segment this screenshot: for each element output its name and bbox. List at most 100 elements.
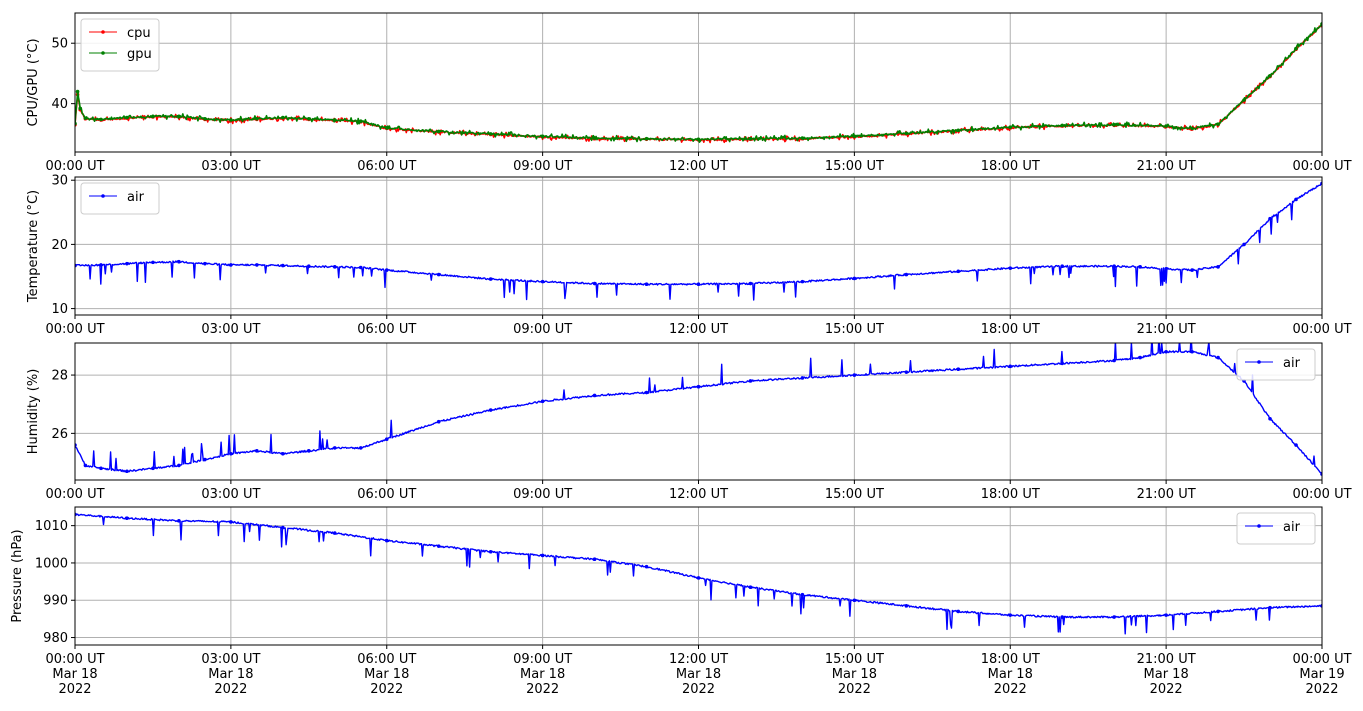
x-tick-label: 00:00 UT	[45, 322, 104, 337]
data-point-air	[281, 451, 285, 456]
data-point-air	[852, 276, 857, 281]
panel-cpu-gpu: 00:00 UT 03:00 UT 06:00 UT 09:00 UT 12:00 UT…	[26, 12, 1352, 174]
data-point-air	[1112, 358, 1116, 363]
x-tick-label: 06:00 UT	[357, 652, 416, 667]
x-tick-year: 2022	[214, 682, 247, 697]
data-point-air	[488, 408, 493, 412]
data-point-gpu	[1242, 98, 1246, 102]
data-point-air	[956, 269, 961, 274]
data-point-air	[1138, 355, 1142, 360]
x-tick-label: 06:00 UT	[357, 487, 416, 502]
data-point-gpu	[1112, 123, 1116, 127]
data-point-air	[1008, 613, 1013, 617]
x-tick-date: Mar 18	[52, 667, 97, 682]
x-tick-label: 15:00 UT	[825, 322, 884, 337]
legend-label-air: air	[127, 190, 145, 205]
data-point-air	[852, 598, 857, 603]
legend-marker-gpu	[101, 51, 105, 55]
axes-frame	[74, 12, 1323, 153]
data-point-air	[904, 604, 909, 608]
x-tick-year: 2022	[838, 682, 871, 697]
x-tick-label: 21:00 UT	[1137, 322, 1196, 337]
data-point-gpu	[956, 128, 961, 133]
data-point-air	[956, 609, 961, 614]
data-point-gpu	[83, 116, 88, 120]
data-point-air	[255, 263, 259, 267]
data-point-gpu	[1294, 46, 1298, 51]
data-point-air	[203, 457, 207, 462]
data-point-air	[1164, 266, 1168, 271]
data-point-air	[436, 544, 441, 548]
x-tick-year: 2022	[682, 682, 715, 697]
data-point-air	[1060, 264, 1065, 269]
data-point-gpu	[1216, 122, 1220, 126]
data-point-air	[125, 516, 129, 520]
data-point-gpu	[384, 126, 389, 130]
x-tick-label: 18:00 UT	[981, 652, 1040, 667]
x-tick-label: 15:00 UT	[825, 652, 884, 667]
data-point-air	[592, 281, 597, 286]
data-point-gpu	[904, 131, 909, 136]
data-point-air	[229, 451, 233, 456]
x-tick-label: 00:00 UT	[45, 159, 104, 174]
legend-marker-air	[101, 194, 105, 198]
data-point-gpu	[203, 116, 207, 121]
x-tick-label: 15:00 UT	[825, 159, 884, 174]
data-point-air	[1164, 349, 1168, 354]
data-point-air	[1008, 266, 1013, 270]
x-tick-date: Mar 19	[1299, 667, 1344, 682]
data-point-air	[1216, 265, 1220, 269]
data-point-air	[696, 576, 701, 580]
data-point-air	[177, 463, 181, 468]
data-point-air	[1164, 613, 1168, 617]
x-tick-label: 12:00 UT	[669, 322, 728, 337]
legend-box	[1236, 512, 1316, 545]
y-tick-label: 30	[51, 174, 68, 189]
x-tick-label: 18:00 UT	[981, 322, 1040, 337]
y-tick-label: 40	[51, 97, 68, 112]
data-point-gpu	[696, 137, 701, 142]
x-tick-label: 12:00 UT	[669, 159, 728, 174]
y-axis-label: Humidity (%)	[26, 369, 41, 455]
x-tick-date: Mar 18	[676, 667, 721, 682]
data-point-air	[281, 263, 285, 268]
x-tick-label: 15:00 UT	[825, 487, 884, 502]
x-tick-label: 18:00 UT	[981, 487, 1040, 502]
data-point-air	[1294, 443, 1298, 447]
x-tick-label: 12:00 UT	[669, 487, 728, 502]
data-point-air	[488, 277, 493, 281]
x-tick-date: Mar 18	[520, 667, 565, 682]
data-point-air	[1112, 264, 1116, 269]
data-point-air	[1268, 216, 1272, 221]
data-point-gpu	[1164, 124, 1168, 128]
data-point-air	[800, 376, 805, 380]
data-point-air	[592, 393, 597, 398]
data-point-gpu	[1190, 126, 1194, 131]
y-tick-label: 10	[51, 302, 68, 317]
legend-marker-air	[1257, 524, 1261, 528]
legend-label-cpu: cpu	[127, 26, 151, 41]
data-point-air	[540, 279, 545, 284]
data-point-air	[177, 519, 181, 523]
legend-label-gpu: gpu	[127, 47, 152, 62]
data-point-air	[1060, 361, 1065, 366]
data-point-gpu	[99, 117, 103, 122]
data-point-air	[99, 466, 103, 471]
legend-box	[80, 182, 160, 215]
data-point-air	[151, 260, 155, 265]
data-point-gpu	[151, 114, 155, 119]
data-point-gpu	[229, 118, 233, 122]
data-point-air	[904, 272, 909, 277]
data-point-air	[852, 373, 857, 377]
data-point-air	[83, 463, 88, 468]
data-point-air	[540, 399, 545, 404]
x-tick-label: 09:00 UT	[513, 652, 572, 667]
x-tick-label: 00:00 UT	[1292, 159, 1351, 174]
plot-area-humidity	[75, 343, 1322, 476]
data-point-gpu	[748, 136, 753, 141]
data-point-gpu	[1060, 123, 1065, 128]
data-point-air	[358, 446, 363, 450]
data-point-air	[748, 379, 753, 383]
data-point-gpu	[644, 136, 649, 141]
data-point-air	[384, 538, 389, 543]
